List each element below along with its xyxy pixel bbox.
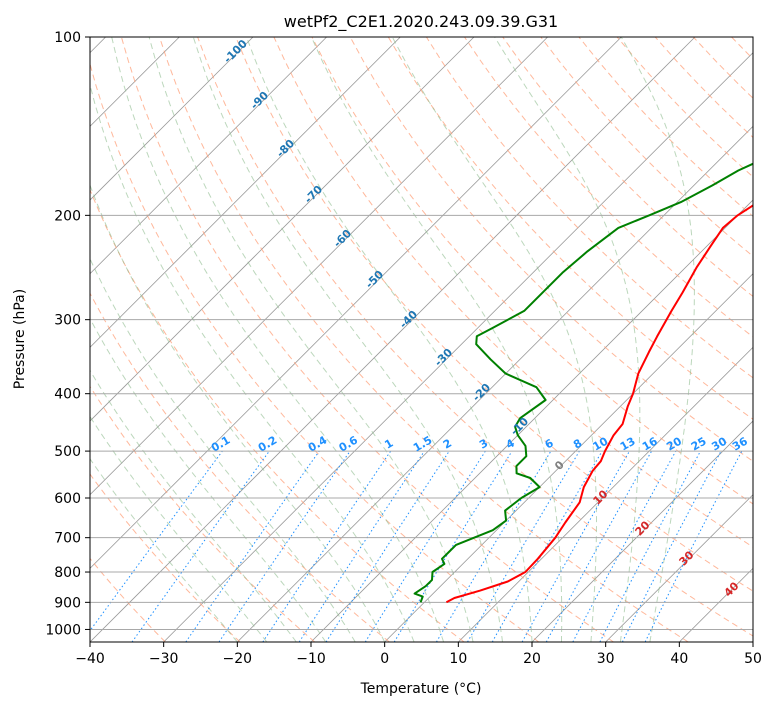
- y-tick-label: 1000: [45, 622, 81, 638]
- y-tick-label: 600: [54, 491, 81, 507]
- x-tick-label: 40: [670, 651, 688, 667]
- x-tick-label: −10: [296, 651, 326, 667]
- x-axis-label: Temperature (°C): [360, 681, 482, 697]
- y-tick-label: 200: [54, 208, 81, 224]
- x-tick-label: −40: [75, 651, 105, 667]
- x-tick-label: 50: [744, 651, 762, 667]
- x-tick-label: 10: [449, 651, 467, 667]
- x-tick-label: 0: [380, 651, 389, 667]
- y-axis-label: Pressure (hPa): [12, 289, 28, 389]
- x-tick-label: 20: [523, 651, 541, 667]
- x-tick-label: −30: [149, 651, 179, 667]
- y-tick-label: 300: [54, 313, 81, 329]
- y-tick-label: 100: [54, 30, 81, 46]
- x-tick-label: −20: [223, 651, 253, 667]
- y-tick-label: 500: [54, 444, 81, 460]
- y-tick-label: 700: [54, 531, 81, 547]
- y-tick-label: 900: [54, 595, 81, 611]
- chart-title: wetPf2_C2E1.2020.243.09.39.G31: [284, 12, 558, 32]
- x-tick-label: 30: [597, 651, 615, 667]
- y-tick-label: 400: [54, 387, 81, 403]
- y-tick-label: 800: [54, 565, 81, 581]
